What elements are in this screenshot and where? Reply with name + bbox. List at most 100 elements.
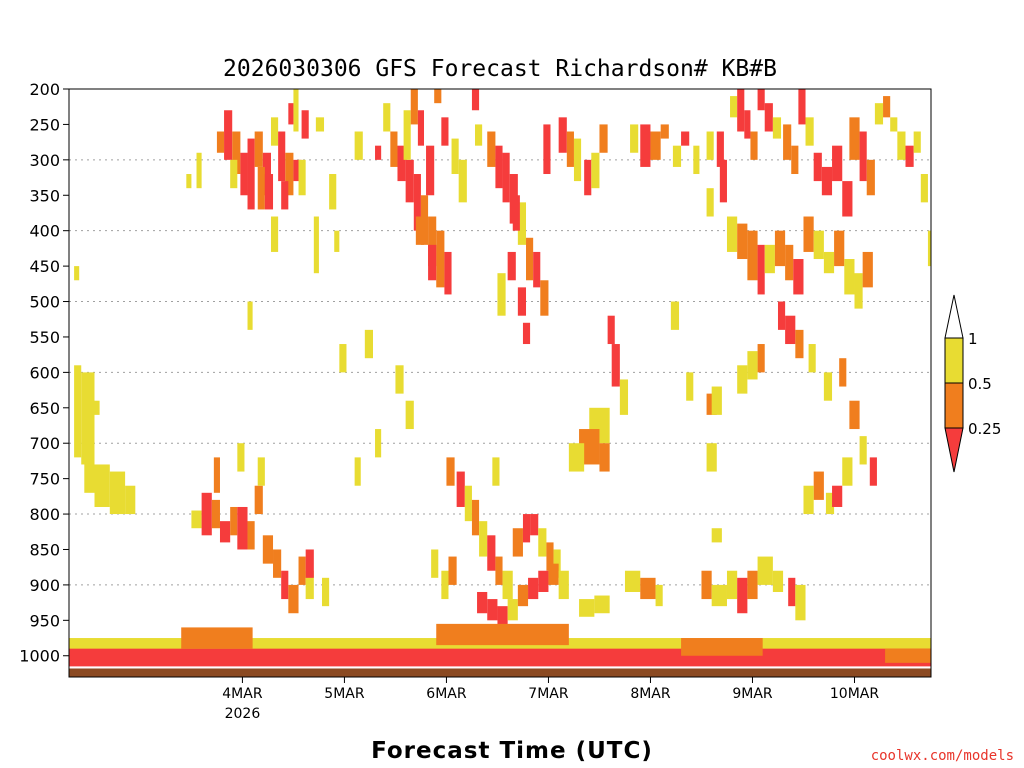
legend-label-1: 1 [968, 330, 978, 348]
heatmap-cell [533, 251, 541, 288]
heatmap-cell [270, 216, 279, 252]
chart-title: 2026030306 GFS Forecast Richardson# KB#B [223, 56, 777, 82]
heatmap-cell [540, 280, 549, 316]
heatmap-cell [293, 159, 302, 182]
heatmap-cell [451, 138, 459, 175]
heatmap-cell [538, 570, 549, 592]
heatmap-cell [927, 230, 931, 267]
heatmap-cell [247, 301, 253, 330]
heatmap-cell [458, 159, 467, 203]
heatmap-cell [410, 89, 418, 125]
heatmap-cell [230, 506, 238, 536]
heatmap-cell [905, 145, 914, 167]
heatmap-cell [428, 244, 437, 281]
heatmap-cell [502, 570, 513, 600]
heatmap-cell [573, 138, 582, 182]
heatmap-cell [497, 273, 506, 316]
x-tick-label: 6MAR [426, 686, 467, 702]
heatmap-cell [301, 110, 309, 139]
legend-bin-05-1 [944, 337, 964, 384]
heatmap-cell [273, 549, 282, 578]
heatmap-cell [862, 251, 873, 288]
heatmap-cell [808, 344, 816, 373]
plot-frame [68, 88, 932, 678]
heatmap-cell [785, 315, 796, 345]
heatmap-cell [257, 457, 265, 486]
heatmap-cell [764, 244, 775, 274]
heatmap-cell [230, 159, 238, 189]
heatmap-cell [240, 152, 248, 196]
heatmap-cell [471, 499, 480, 536]
heatmap-cell [232, 131, 241, 175]
heatmap-cell [502, 152, 510, 203]
heatmap-cell [237, 506, 248, 550]
heatmap-cell [475, 124, 483, 146]
heatmap-cell [497, 606, 508, 628]
heatmap-cell [81, 372, 95, 465]
heatmap-cell [655, 584, 663, 607]
heatmap-cell [522, 322, 531, 345]
y-tick-label: 250 [29, 115, 60, 134]
heatmap-cell [795, 329, 804, 359]
heatmap-cell [426, 145, 435, 196]
heatmap-cell [487, 599, 498, 621]
heatmap-cell [512, 528, 523, 557]
heatmap-cell [262, 535, 274, 564]
heatmap-cell [456, 471, 465, 507]
heatmap-cell [264, 174, 274, 210]
legend-top-triangle [944, 294, 964, 339]
surface-band-cell [436, 623, 569, 646]
heatmap-cell [630, 124, 639, 153]
heatmap-cell [403, 110, 411, 160]
heatmap-cell [464, 485, 472, 522]
heatmap-cell [599, 124, 608, 153]
heatmap-cell [558, 570, 569, 600]
heatmap-cell [920, 174, 928, 203]
y-tick-label: 200 [29, 80, 60, 99]
credit-text: coolwx.com/models [871, 748, 1014, 764]
heatmap-cell [526, 237, 534, 281]
heatmap-cell [247, 138, 255, 210]
heatmap-cell [288, 103, 294, 125]
y-tick-label: 700 [29, 434, 60, 453]
heatmap-cell [415, 216, 425, 245]
heatmap-cell [706, 131, 714, 160]
heatmap-cell [750, 131, 758, 160]
heatmap-cell [813, 471, 824, 500]
heatmap-cell [823, 372, 833, 401]
heatmap-cell [383, 103, 391, 132]
heatmap-cell [254, 131, 263, 167]
heatmap-cell [757, 344, 765, 373]
heatmap-cell [842, 457, 853, 486]
heatmap-cell [548, 563, 559, 585]
heatmap-cell [186, 174, 192, 189]
heatmap-cell [842, 181, 853, 217]
y-tick-label: 1000 [19, 647, 60, 666]
heatmap-cell [706, 443, 717, 472]
heatmap-cell [813, 152, 822, 182]
heatmap-cell [74, 266, 80, 281]
heatmap-cell [278, 131, 286, 182]
heatmap-cell [747, 351, 758, 380]
surface-band-cell [681, 638, 763, 656]
legend-bin-025-05 [944, 382, 964, 429]
heatmap-cell [579, 599, 595, 617]
heatmap-cell [413, 174, 421, 231]
heatmap-cell [832, 145, 843, 182]
heatmap-cell [431, 549, 439, 578]
heatmap-cell [354, 457, 361, 486]
heatmap-cell [711, 386, 722, 415]
heatmap-cell [772, 570, 784, 592]
heatmap-cell [479, 521, 488, 557]
x-tick-label: 7MAR [528, 686, 569, 702]
heatmap-cell [803, 485, 814, 515]
heatmap-cell [281, 570, 289, 600]
heatmap-cell [869, 457, 877, 486]
heatmap-cell [305, 570, 314, 600]
heatmap-cell [716, 131, 724, 167]
heatmap-cell [832, 485, 843, 507]
heatmap-cell [125, 485, 136, 515]
heatmap-cell [471, 89, 480, 111]
y-tick-label: 850 [29, 540, 60, 559]
